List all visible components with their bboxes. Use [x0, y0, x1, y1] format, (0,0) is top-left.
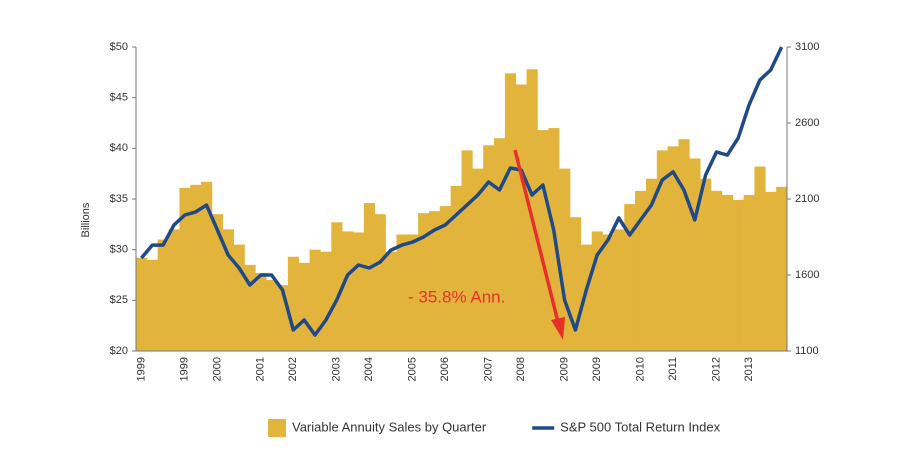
- x-tick-label: 2008: [515, 357, 527, 381]
- x-tick-label: 2011: [667, 357, 679, 381]
- bar: [645, 178, 658, 351]
- bar: [157, 239, 169, 351]
- bar: [732, 200, 744, 351]
- y2-tick-label: 2100: [795, 193, 819, 205]
- bar: [700, 178, 712, 351]
- y2-tick-label: 2600: [795, 117, 819, 129]
- bar: [776, 186, 788, 351]
- legend-label: Variable Annuity Sales by Quarter: [292, 419, 487, 434]
- y2-tick-label: 3100: [795, 41, 819, 53]
- bar: [309, 249, 321, 351]
- bar: [450, 185, 462, 351]
- bar: [537, 130, 549, 351]
- bar: [136, 257, 148, 351]
- line: [140, 46, 784, 337]
- x-tick-label: 2004: [363, 357, 375, 381]
- x-tick-label: 2010: [634, 357, 646, 381]
- bar: [407, 234, 419, 351]
- x-tick-label: 2009: [558, 357, 570, 381]
- annotation-arrow: [513, 149, 560, 323]
- bar: [179, 187, 191, 351]
- y-tick-label: $20: [110, 345, 128, 357]
- bar: [211, 214, 224, 351]
- y-tick-label: $25: [110, 294, 128, 306]
- legend-label: S&P 500 Total Return Index: [560, 419, 720, 434]
- bar: [222, 229, 234, 351]
- bar: [472, 168, 484, 351]
- x-tick-label: 2013: [743, 357, 755, 381]
- bar: [711, 190, 723, 351]
- x-tick-label: 2012: [710, 357, 722, 381]
- x-tick-label: 2009: [591, 357, 603, 381]
- bar: [439, 206, 451, 351]
- bar: [743, 194, 755, 351]
- bar: [504, 73, 517, 351]
- bar: [190, 184, 202, 351]
- bar: [255, 272, 267, 351]
- bar: [298, 262, 310, 351]
- annotation-arrowhead: [551, 317, 565, 340]
- x-tick-label: 2006: [439, 357, 451, 381]
- bar: [721, 194, 734, 351]
- bar: [754, 166, 766, 351]
- annotation: - 35.8% Ann.: [408, 287, 505, 306]
- y2-tick-label: 1600: [795, 269, 819, 281]
- bar: [526, 69, 538, 351]
- bar: [667, 146, 679, 351]
- bar: [363, 203, 375, 351]
- x-tick-label: 1999: [179, 357, 191, 381]
- bar: [277, 285, 289, 351]
- bar: [385, 251, 397, 351]
- bar: [515, 84, 527, 351]
- bar: [331, 222, 343, 351]
- bar: [244, 264, 256, 351]
- bar: [483, 145, 495, 351]
- bar: [320, 251, 332, 351]
- y-tick-label: $45: [110, 92, 128, 104]
- bar: [342, 231, 354, 351]
- plot-area: [136, 46, 788, 351]
- y-axis-label: Billions: [80, 202, 92, 237]
- bar: [418, 213, 430, 351]
- bar: [678, 139, 690, 351]
- bar: [689, 158, 701, 351]
- y-tick-label: $40: [110, 142, 128, 154]
- bar: [591, 231, 603, 351]
- bar: [287, 256, 300, 351]
- x-tick-label: 2000: [211, 357, 223, 381]
- legend-swatch: [268, 419, 286, 437]
- bar: [461, 150, 473, 351]
- bar: [559, 168, 571, 351]
- bar: [580, 244, 592, 351]
- bar: [396, 234, 408, 351]
- bar: [266, 280, 278, 351]
- bar: [765, 191, 777, 351]
- bar: [602, 234, 614, 351]
- x-tick-label: 2002: [287, 357, 299, 381]
- y2-tick-label: 1100: [795, 345, 819, 357]
- bar: [494, 138, 506, 351]
- bar: [168, 229, 180, 351]
- bar: [613, 229, 625, 351]
- bar: [233, 244, 245, 351]
- y-tick-label: $50: [110, 41, 128, 53]
- y-tick-label: $30: [110, 244, 128, 256]
- x-tick-label: 2001: [255, 357, 267, 381]
- bar: [201, 181, 213, 351]
- bar: [656, 150, 668, 351]
- x-tick-label: 2005: [407, 357, 419, 381]
- bar: [624, 204, 636, 351]
- bar: [353, 232, 365, 351]
- bar: [635, 190, 647, 351]
- bar: [146, 259, 158, 351]
- x-tick-label: 2007: [483, 357, 495, 381]
- bar: [428, 211, 441, 351]
- x-tick-label: 2003: [331, 357, 343, 381]
- bar: [374, 214, 386, 351]
- y-tick-label: $35: [110, 193, 128, 205]
- bar: [570, 217, 582, 351]
- x-tick-label: 1999: [135, 357, 147, 381]
